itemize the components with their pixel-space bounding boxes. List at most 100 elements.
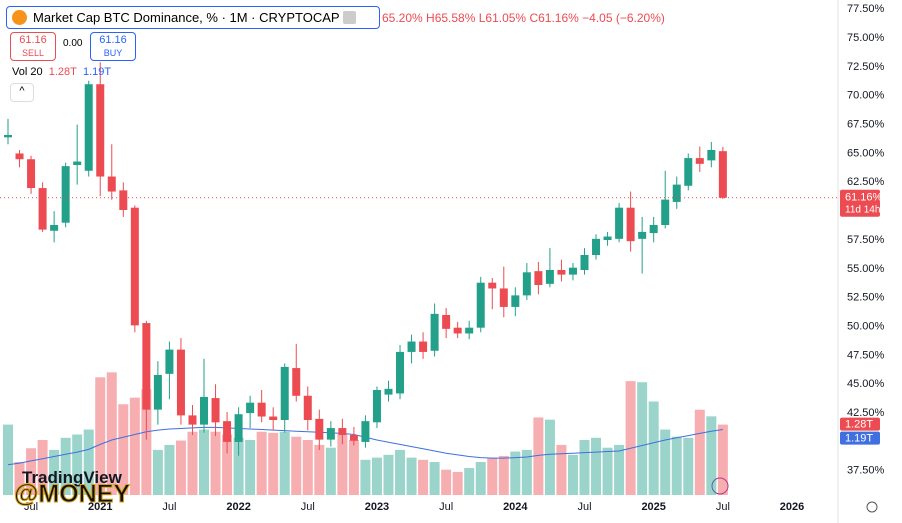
x-tick-label: 2025	[641, 501, 665, 513]
volume-bar	[95, 377, 106, 495]
volume-bar	[141, 389, 152, 495]
event-icon[interactable]	[711, 477, 729, 495]
volume-bar	[637, 382, 648, 495]
volume-bar	[233, 437, 244, 495]
volume-bar	[199, 429, 210, 495]
y-tick-label: 47.50%	[847, 349, 885, 361]
candle-body	[661, 199, 670, 225]
y-tick-label: 65.00%	[847, 147, 885, 159]
candle-body	[27, 159, 36, 189]
candle-body	[303, 395, 312, 420]
volume-bar	[371, 457, 382, 495]
x-tick-label: Jul	[577, 501, 591, 513]
x-tick-label: 2021	[88, 501, 112, 513]
candle-body	[15, 153, 24, 160]
volume-bar	[302, 440, 313, 495]
volume-label: Vol 20	[12, 66, 43, 78]
candle-body	[707, 150, 716, 161]
candle-body	[107, 176, 116, 192]
volume-bar	[694, 409, 705, 495]
volume-bar	[14, 462, 25, 495]
candle-body	[349, 435, 358, 441]
y-tick-label: 42.50%	[847, 407, 885, 419]
ohlc-values: 65.20% H65.58% L61.05% C61.16% −4.05 (−6…	[382, 11, 665, 25]
candle-body	[534, 271, 543, 285]
volume-bar	[544, 419, 555, 495]
volume-bar	[245, 440, 256, 495]
candle-body	[372, 390, 381, 423]
candle-body	[476, 282, 485, 328]
candle-body	[419, 341, 428, 352]
y-tick-label: 50.00%	[847, 320, 885, 332]
volume-bar	[210, 431, 221, 495]
candle-body	[246, 402, 255, 414]
candle-body	[718, 151, 727, 198]
symbol-box[interactable]: Market Cap BTC Dominance, % · 1M · CRYPT…	[6, 6, 380, 29]
candle-body	[165, 349, 174, 374]
volume-bar	[26, 448, 37, 495]
volume-bar	[383, 454, 394, 495]
candle-body	[568, 267, 577, 275]
volume-bar	[152, 449, 163, 495]
candle-body	[603, 236, 612, 240]
y-tick-label: 45.00%	[847, 378, 885, 390]
x-tick-label: Jul	[716, 501, 730, 513]
candle-body	[684, 158, 693, 186]
candle-body	[453, 327, 462, 334]
settings-icon[interactable]	[866, 501, 878, 513]
volume-bar	[314, 444, 325, 495]
volume-bar	[602, 447, 613, 495]
volume-bar	[60, 437, 71, 495]
candle-body	[142, 323, 151, 410]
price-tag-label: 61.16%	[845, 192, 883, 204]
candle-body	[119, 190, 128, 210]
volume-bar	[106, 372, 117, 495]
candle-body	[396, 351, 405, 394]
volume-bar	[487, 457, 498, 495]
candle-body	[84, 84, 93, 171]
volume-ma-tag	[840, 431, 880, 445]
candle-body	[257, 402, 266, 417]
volume-bar	[717, 424, 728, 495]
volume-bar	[567, 454, 578, 495]
candle-body	[511, 295, 520, 307]
volume-bar	[498, 455, 509, 495]
countdown-label: 11d 14h	[845, 204, 880, 215]
volume-legend: Vol 20 1.28T 1.19T	[12, 66, 111, 78]
buy-button[interactable]: 61.16 BUY	[90, 32, 136, 61]
sell-label: SELL	[21, 48, 45, 58]
x-tick-label: Jul	[439, 501, 453, 513]
candle-body	[234, 414, 243, 442]
volume-bar	[291, 436, 302, 495]
y-tick-label: 70.00%	[847, 90, 885, 102]
volume-bar	[475, 462, 486, 495]
volume-bar	[164, 444, 175, 495]
candle-body	[626, 207, 635, 242]
volume-bar	[37, 440, 48, 495]
x-tick-label: 2022	[226, 501, 250, 513]
volume-bar	[648, 401, 659, 495]
candle-body	[499, 288, 508, 307]
x-tick-label: 2023	[365, 501, 389, 513]
candle-body	[545, 270, 554, 284]
sell-button[interactable]: 61.16 SELL	[10, 32, 56, 61]
volume-bar	[279, 431, 290, 495]
volume-bar	[510, 451, 521, 495]
candle-body	[292, 368, 301, 396]
x-tick-label: 2024	[503, 501, 528, 513]
candle-body	[200, 396, 209, 425]
btc-icon	[12, 10, 27, 25]
volume-bar	[579, 440, 590, 495]
collapse-button[interactable]: ^	[10, 83, 34, 102]
volume-bar	[429, 462, 440, 495]
volume-bar	[521, 449, 532, 495]
candle-body	[280, 366, 289, 420]
volume-bar	[129, 397, 140, 495]
candle-body	[638, 231, 647, 239]
flag-icon	[343, 11, 356, 24]
volume-bar	[625, 381, 636, 495]
candle-body	[326, 428, 335, 440]
candle-body	[407, 341, 416, 352]
